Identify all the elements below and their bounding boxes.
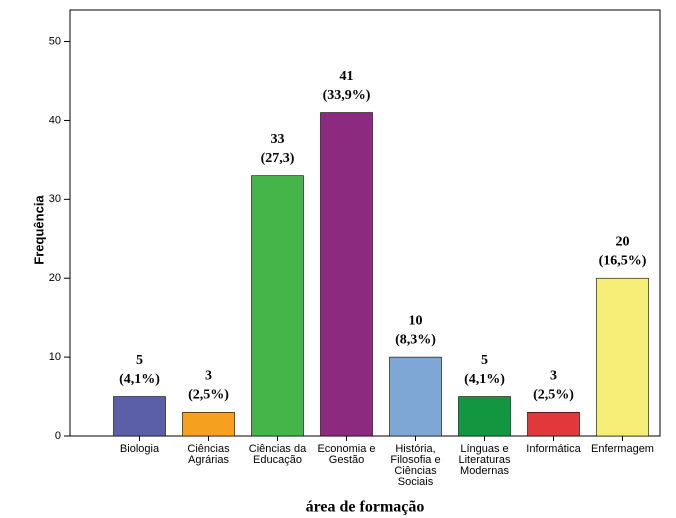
value-label: (8,3%) [395, 332, 436, 347]
y-tick-label: 30 [49, 193, 61, 205]
x-tick-label: Ciências Agrárias [187, 443, 230, 466]
x-tick-label: Enfermagem [591, 443, 654, 455]
value-label: 20 [616, 234, 630, 249]
value-label: 3 [205, 369, 212, 384]
y-tick-label: 0 [55, 430, 61, 442]
bar [251, 175, 304, 437]
bar [458, 396, 511, 437]
x-tick-label: Economia e Gestão [317, 443, 376, 466]
value-label: (16,5%) [599, 253, 647, 268]
value-label: (4,1%) [464, 372, 505, 387]
x-tick-label: Línguas e Literaturas Modernas [458, 443, 511, 477]
x-tick-label: Ciências da Educação [248, 443, 307, 466]
value-label: 41 [340, 69, 354, 84]
value-label: 5 [136, 353, 143, 368]
value-label: (2,5%) [188, 388, 229, 403]
value-label: (27,3) [261, 151, 295, 166]
bar [320, 112, 373, 437]
value-label: (4,1%) [119, 372, 160, 387]
bar [596, 277, 649, 437]
y-tick-label: 40 [49, 114, 61, 126]
value-label: 10 [409, 313, 423, 328]
bar [389, 356, 442, 437]
value-label: (33,9%) [323, 88, 371, 103]
bar [182, 412, 235, 437]
x-tick-label: Informática [526, 443, 581, 455]
value-label: (2,5%) [533, 388, 574, 403]
bar [113, 396, 166, 437]
value-label: 3 [550, 369, 557, 384]
x-tick-label: Biologia [119, 443, 160, 455]
bar [527, 412, 580, 437]
x-axis-label: área de formação [306, 499, 425, 516]
y-axis-label: Frequência [31, 195, 46, 265]
value-label: 5 [481, 353, 488, 368]
x-tick-label: História, Filosofia e Ciências Sociais [390, 443, 441, 488]
value-label: 33 [271, 132, 285, 147]
y-tick-label: 50 [49, 35, 61, 47]
y-tick-label: 10 [49, 351, 61, 363]
y-tick-label: 20 [49, 272, 61, 284]
